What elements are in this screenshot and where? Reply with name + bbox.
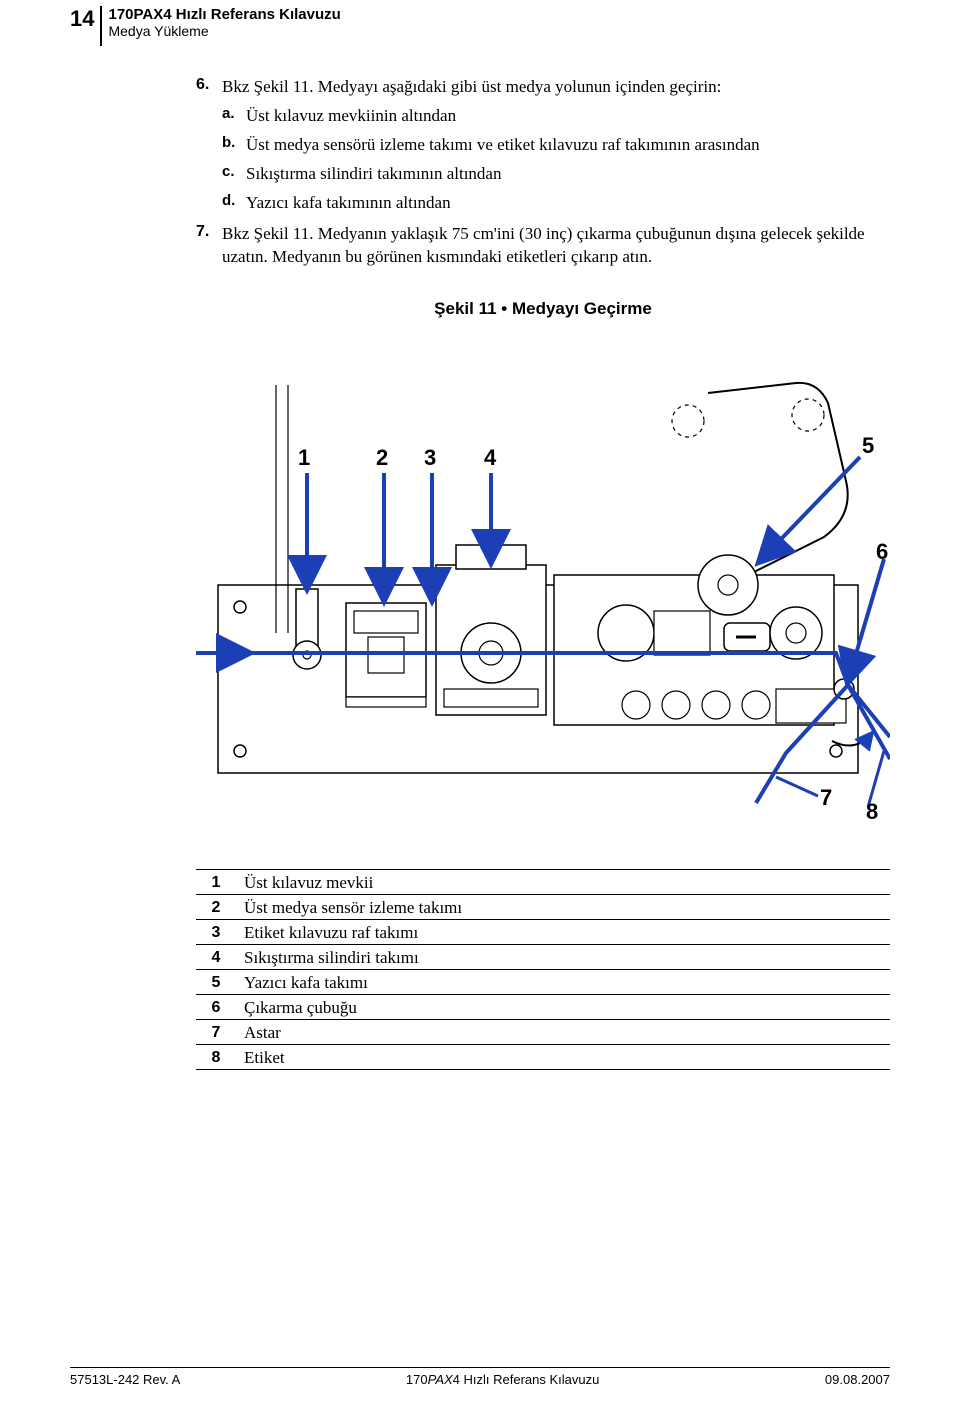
page-header: 14 170PAX4 Hızlı Referans Kılavuzu Medya… <box>70 0 890 46</box>
callout-4: 4 <box>484 445 496 471</box>
callout-6: 6 <box>876 539 888 565</box>
step-6-sublist: a. Üst kılavuz mevkiinin altından b. Üst… <box>222 105 890 215</box>
body-content: 6. Bkz Şekil 11. Medyayı aşağıdaki gibi … <box>196 76 890 1070</box>
legend-num: 8 <box>196 1044 236 1069</box>
sub-item-b: b. Üst medya sensörü izleme takımı ve et… <box>222 134 890 157</box>
legend-text: Etiket <box>236 1044 890 1069</box>
page-number: 14 <box>70 6 100 32</box>
legend-text: Üst medya sensör izleme takımı <box>236 894 890 919</box>
legend-text: Etiket kılavuzu raf takımı <box>236 919 890 944</box>
callout-1: 1 <box>298 445 310 471</box>
legend-num: 3 <box>196 919 236 944</box>
footer-rule <box>70 1367 890 1368</box>
legend-num: 5 <box>196 969 236 994</box>
header-rule <box>100 6 102 46</box>
footer-center-italic: PAX <box>428 1372 453 1387</box>
header-title: 170PAX4 Hızlı Referans Kılavuzu <box>108 6 340 23</box>
legend-num: 4 <box>196 944 236 969</box>
callout-5: 5 <box>862 433 874 459</box>
sub-text: Üst medya sensörü izleme takımı ve etike… <box>246 134 760 157</box>
figure-title: Şekil 11 • Medyayı Geçirme <box>196 299 890 319</box>
page-footer: 57513L-242 Rev. A 170PAX4 Hızlı Referans… <box>70 1367 890 1409</box>
legend-num: 2 <box>196 894 236 919</box>
footer-center: 170PAX4 Hızlı Referans Kılavuzu <box>406 1372 599 1387</box>
header-subtitle: Medya Yükleme <box>108 23 340 39</box>
legend-row: 4Sıkıştırma silindiri takımı <box>196 944 890 969</box>
legend-text: Çıkarma çubuğu <box>236 994 890 1019</box>
sub-letter: a. <box>222 105 246 128</box>
footer-left: 57513L-242 Rev. A <box>70 1372 180 1387</box>
sub-letter: d. <box>222 192 246 215</box>
legend-row: 7Astar <box>196 1019 890 1044</box>
callout-3: 3 <box>424 445 436 471</box>
sub-item-c: c. Sıkıştırma silindiri takımının altınd… <box>222 163 890 186</box>
legend-table: 1Üst kılavuz mevkii 2Üst medya sensör iz… <box>196 869 890 1070</box>
figure-diagram: 1 2 3 4 5 6 7 8 <box>196 333 890 843</box>
footer-center-suffix: 4 Hızlı Referans Kılavuzu <box>453 1372 600 1387</box>
sub-text: Yazıcı kafa takımının altından <box>246 192 451 215</box>
sub-text: Üst kılavuz mevkiinin altından <box>246 105 456 128</box>
step-text: Bkz Şekil 11. Medyayı aşağıdaki gibi üst… <box>222 76 721 99</box>
legend-text: Üst kılavuz mevkii <box>236 869 890 894</box>
sub-letter: b. <box>222 134 246 157</box>
sub-item-a: a. Üst kılavuz mevkiinin altından <box>222 105 890 128</box>
legend-row: 1Üst kılavuz mevkii <box>196 869 890 894</box>
footer-center-prefix: 170 <box>406 1372 428 1387</box>
step-number: 7. <box>196 223 222 269</box>
legend-text: Sıkıştırma silindiri takımı <box>236 944 890 969</box>
legend-num: 1 <box>196 869 236 894</box>
step-text: Bkz Şekil 11. Medyanın yaklaşık 75 cm'in… <box>222 223 890 269</box>
legend-text: Yazıcı kafa takımı <box>236 969 890 994</box>
legend-row: 8Etiket <box>196 1044 890 1069</box>
legend-num: 6 <box>196 994 236 1019</box>
legend-row: 6Çıkarma çubuğu <box>196 994 890 1019</box>
step-7: 7. Bkz Şekil 11. Medyanın yaklaşık 75 cm… <box>196 223 890 269</box>
sub-item-d: d. Yazıcı kafa takımının altından <box>222 192 890 215</box>
legend-row: 3Etiket kılavuzu raf takımı <box>196 919 890 944</box>
legend-text: Astar <box>236 1019 890 1044</box>
callout-7: 7 <box>820 785 832 811</box>
step-6: 6. Bkz Şekil 11. Medyayı aşağıdaki gibi … <box>196 76 890 99</box>
legend-num: 7 <box>196 1019 236 1044</box>
sub-letter: c. <box>222 163 246 186</box>
legend-row: 5Yazıcı kafa takımı <box>196 969 890 994</box>
footer-right: 09.08.2007 <box>825 1372 890 1387</box>
legend-row: 2Üst medya sensör izleme takımı <box>196 894 890 919</box>
sub-text: Sıkıştırma silindiri takımının altından <box>246 163 501 186</box>
step-number: 6. <box>196 76 222 99</box>
callout-2: 2 <box>376 445 388 471</box>
callout-8: 8 <box>866 799 878 825</box>
